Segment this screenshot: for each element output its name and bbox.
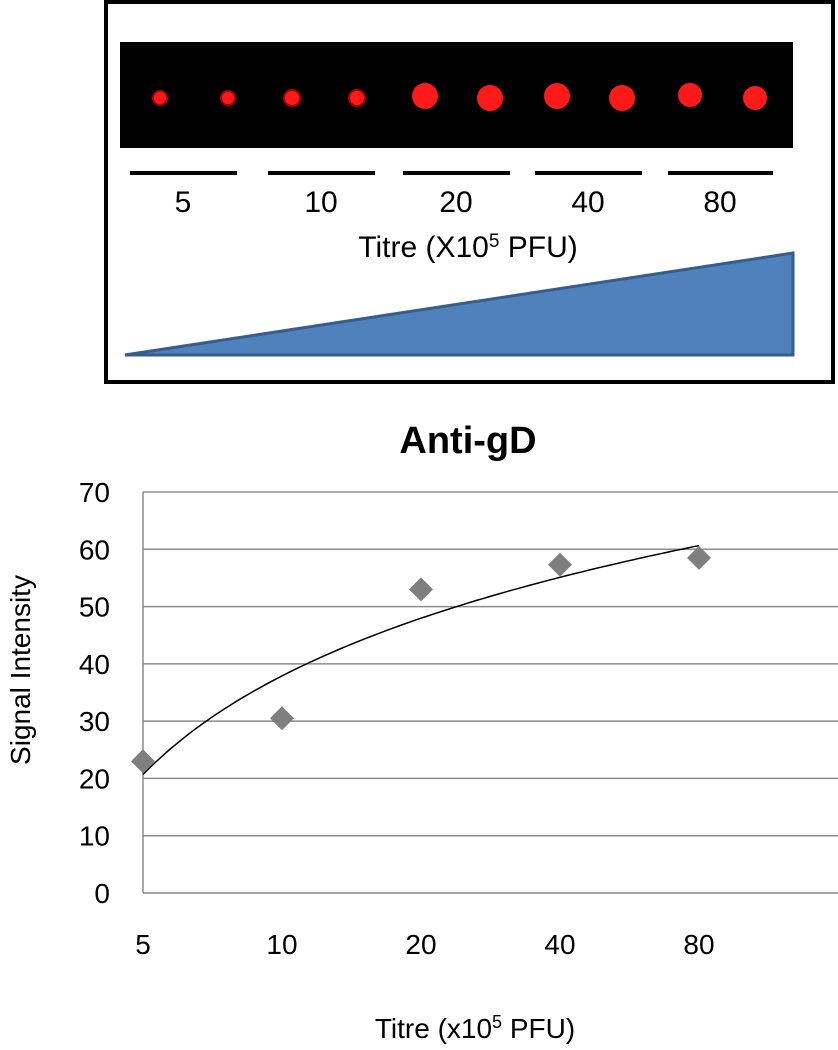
y-axis-label: Signal Intensity (5, 575, 36, 765)
x-axis-label: Titre (x105 PFU) (375, 1012, 575, 1044)
spot (412, 83, 438, 109)
y-tick-label: 60 (79, 534, 110, 565)
label-text: Titre (X10 (358, 231, 489, 264)
point (409, 577, 433, 602)
spot (743, 86, 767, 110)
x-tick-label: 20 (405, 929, 436, 960)
spot (609, 85, 635, 111)
point (548, 552, 572, 577)
x-tick-label: 5 (135, 929, 151, 960)
spot (544, 83, 570, 109)
y-tick-label: 40 (79, 649, 110, 680)
point (687, 545, 711, 570)
y-tick-label: 10 (79, 821, 110, 852)
chart-title: Anti-gD (399, 420, 536, 462)
y-tick-label: 20 (79, 763, 110, 794)
y-tick-label: 0 (94, 878, 110, 909)
label-sup: 5 (489, 231, 500, 252)
label-text: Titre (x10 (375, 1013, 492, 1044)
y-tick-label: 30 (79, 706, 110, 737)
x-tick-label: 40 (544, 929, 575, 960)
group-label: 20 (439, 186, 472, 219)
panel-axis-label: Titre (X105 PFU) (358, 231, 578, 264)
panel-frame (104, 0, 835, 384)
y-tick-label: 70 (79, 477, 110, 508)
group-label: 40 (571, 186, 604, 219)
x-tick-label: 10 (266, 929, 297, 960)
group-label: 5 (175, 186, 192, 219)
panel-labels: 5 10 20 40 80 (175, 186, 737, 219)
spot (283, 89, 301, 107)
spot (678, 83, 702, 107)
label-text: PFU) (502, 1013, 575, 1044)
x-tick-label: 80 (683, 929, 714, 960)
spot (477, 85, 503, 111)
group-label: 80 (703, 186, 736, 219)
spot (220, 90, 236, 106)
spot (348, 89, 366, 107)
label-sup: 5 (492, 1012, 502, 1032)
y-tick-label: 50 (79, 592, 110, 623)
point (131, 749, 155, 774)
blot-spots (152, 83, 767, 111)
titre-wedge (124, 251, 795, 357)
plot: 0 10 20 30 40 50 60 70 5 10 20 40 80 (79, 477, 838, 960)
group-label: 10 (304, 186, 337, 219)
label-text: PFU) (499, 231, 577, 264)
trendline (142, 544, 700, 776)
spot (152, 90, 168, 106)
point (270, 706, 294, 731)
